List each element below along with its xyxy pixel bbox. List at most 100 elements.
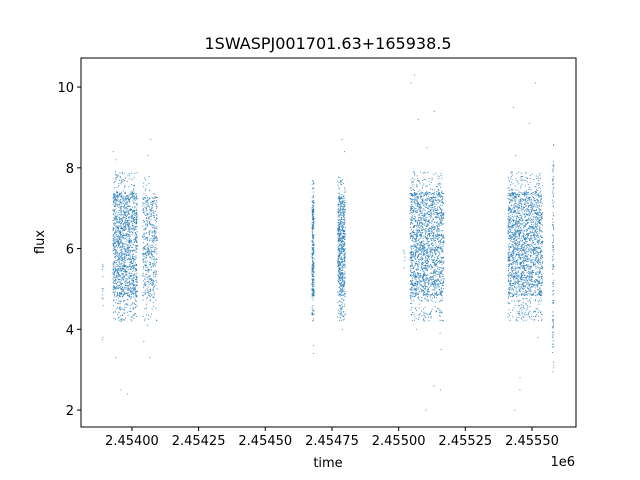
data-point xyxy=(420,226,422,228)
data-point xyxy=(424,209,426,211)
data-point xyxy=(419,216,421,218)
data-point xyxy=(129,296,131,298)
data-point xyxy=(413,238,415,240)
data-point xyxy=(313,222,315,224)
data-point xyxy=(419,171,421,173)
data-point xyxy=(120,318,122,320)
data-point xyxy=(430,316,432,318)
data-point xyxy=(121,193,123,195)
data-point xyxy=(439,314,441,316)
data-point xyxy=(432,272,434,274)
data-point xyxy=(112,269,114,271)
data-point xyxy=(121,226,123,228)
data-point xyxy=(343,232,345,234)
data-point xyxy=(437,175,439,177)
data-point xyxy=(153,292,155,294)
data-point xyxy=(438,182,440,184)
data-point xyxy=(413,178,415,180)
data-point xyxy=(527,293,529,295)
data-point xyxy=(340,294,342,296)
data-point xyxy=(421,240,423,242)
data-point xyxy=(119,199,121,201)
data-point xyxy=(422,198,424,200)
data-point xyxy=(341,285,343,287)
data-point xyxy=(410,201,412,203)
data-point xyxy=(156,237,158,239)
data-point xyxy=(442,251,444,253)
data-point xyxy=(148,217,150,219)
data-point xyxy=(113,293,115,295)
data-point xyxy=(426,199,428,201)
data-point xyxy=(126,247,128,249)
data-point xyxy=(339,263,341,265)
data-point xyxy=(125,237,127,239)
data-point xyxy=(127,174,129,176)
data-point xyxy=(431,205,433,207)
data-point xyxy=(344,303,346,305)
data-point xyxy=(125,197,127,199)
data-point xyxy=(342,237,344,239)
data-point xyxy=(119,266,121,268)
data-point xyxy=(438,233,440,235)
data-point xyxy=(134,284,136,286)
data-point xyxy=(418,282,420,284)
data-point xyxy=(126,220,128,222)
data-point xyxy=(418,254,420,256)
data-point xyxy=(313,218,315,220)
data-point xyxy=(411,195,413,197)
data-point xyxy=(411,292,413,294)
data-point xyxy=(343,254,345,256)
data-point xyxy=(414,233,416,235)
data-point xyxy=(127,315,129,317)
data-point xyxy=(124,277,126,279)
data-point xyxy=(420,251,422,253)
data-point xyxy=(149,269,151,271)
data-point xyxy=(113,199,115,201)
data-point xyxy=(441,295,443,297)
data-point xyxy=(117,194,119,196)
data-point xyxy=(422,262,424,264)
data-point xyxy=(434,292,436,294)
data-point xyxy=(411,249,413,251)
data-point xyxy=(435,216,437,218)
data-point xyxy=(427,316,429,318)
data-point xyxy=(127,230,129,232)
data-point xyxy=(117,252,119,254)
data-point xyxy=(312,299,314,301)
data-point xyxy=(120,196,122,198)
data-point xyxy=(313,252,315,254)
data-point xyxy=(442,320,444,322)
data-point xyxy=(144,197,146,199)
data-point xyxy=(312,261,314,263)
data-point xyxy=(416,269,418,271)
data-point xyxy=(115,252,117,254)
data-point xyxy=(142,253,144,255)
data-point xyxy=(433,237,435,239)
data-point xyxy=(431,228,433,230)
data-point xyxy=(426,191,428,193)
data-point xyxy=(412,259,414,261)
data-point xyxy=(153,271,155,273)
data-point xyxy=(311,188,313,190)
data-point xyxy=(312,264,314,266)
data-point xyxy=(433,274,435,276)
data-point xyxy=(422,251,424,253)
data-point xyxy=(124,309,126,311)
data-point xyxy=(117,229,119,231)
data-point xyxy=(415,309,417,311)
data-point xyxy=(342,250,344,252)
data-point xyxy=(425,316,427,318)
data-point xyxy=(151,251,153,253)
data-point xyxy=(430,244,432,246)
data-point xyxy=(115,234,117,236)
data-point xyxy=(125,251,127,253)
data-point xyxy=(421,229,423,231)
data-point xyxy=(130,228,132,230)
data-point xyxy=(132,209,134,211)
data-point xyxy=(142,259,144,261)
data-point xyxy=(412,283,414,285)
data-point xyxy=(151,308,153,310)
data-point xyxy=(344,227,346,229)
data-point xyxy=(129,232,131,234)
data-point xyxy=(416,205,418,207)
